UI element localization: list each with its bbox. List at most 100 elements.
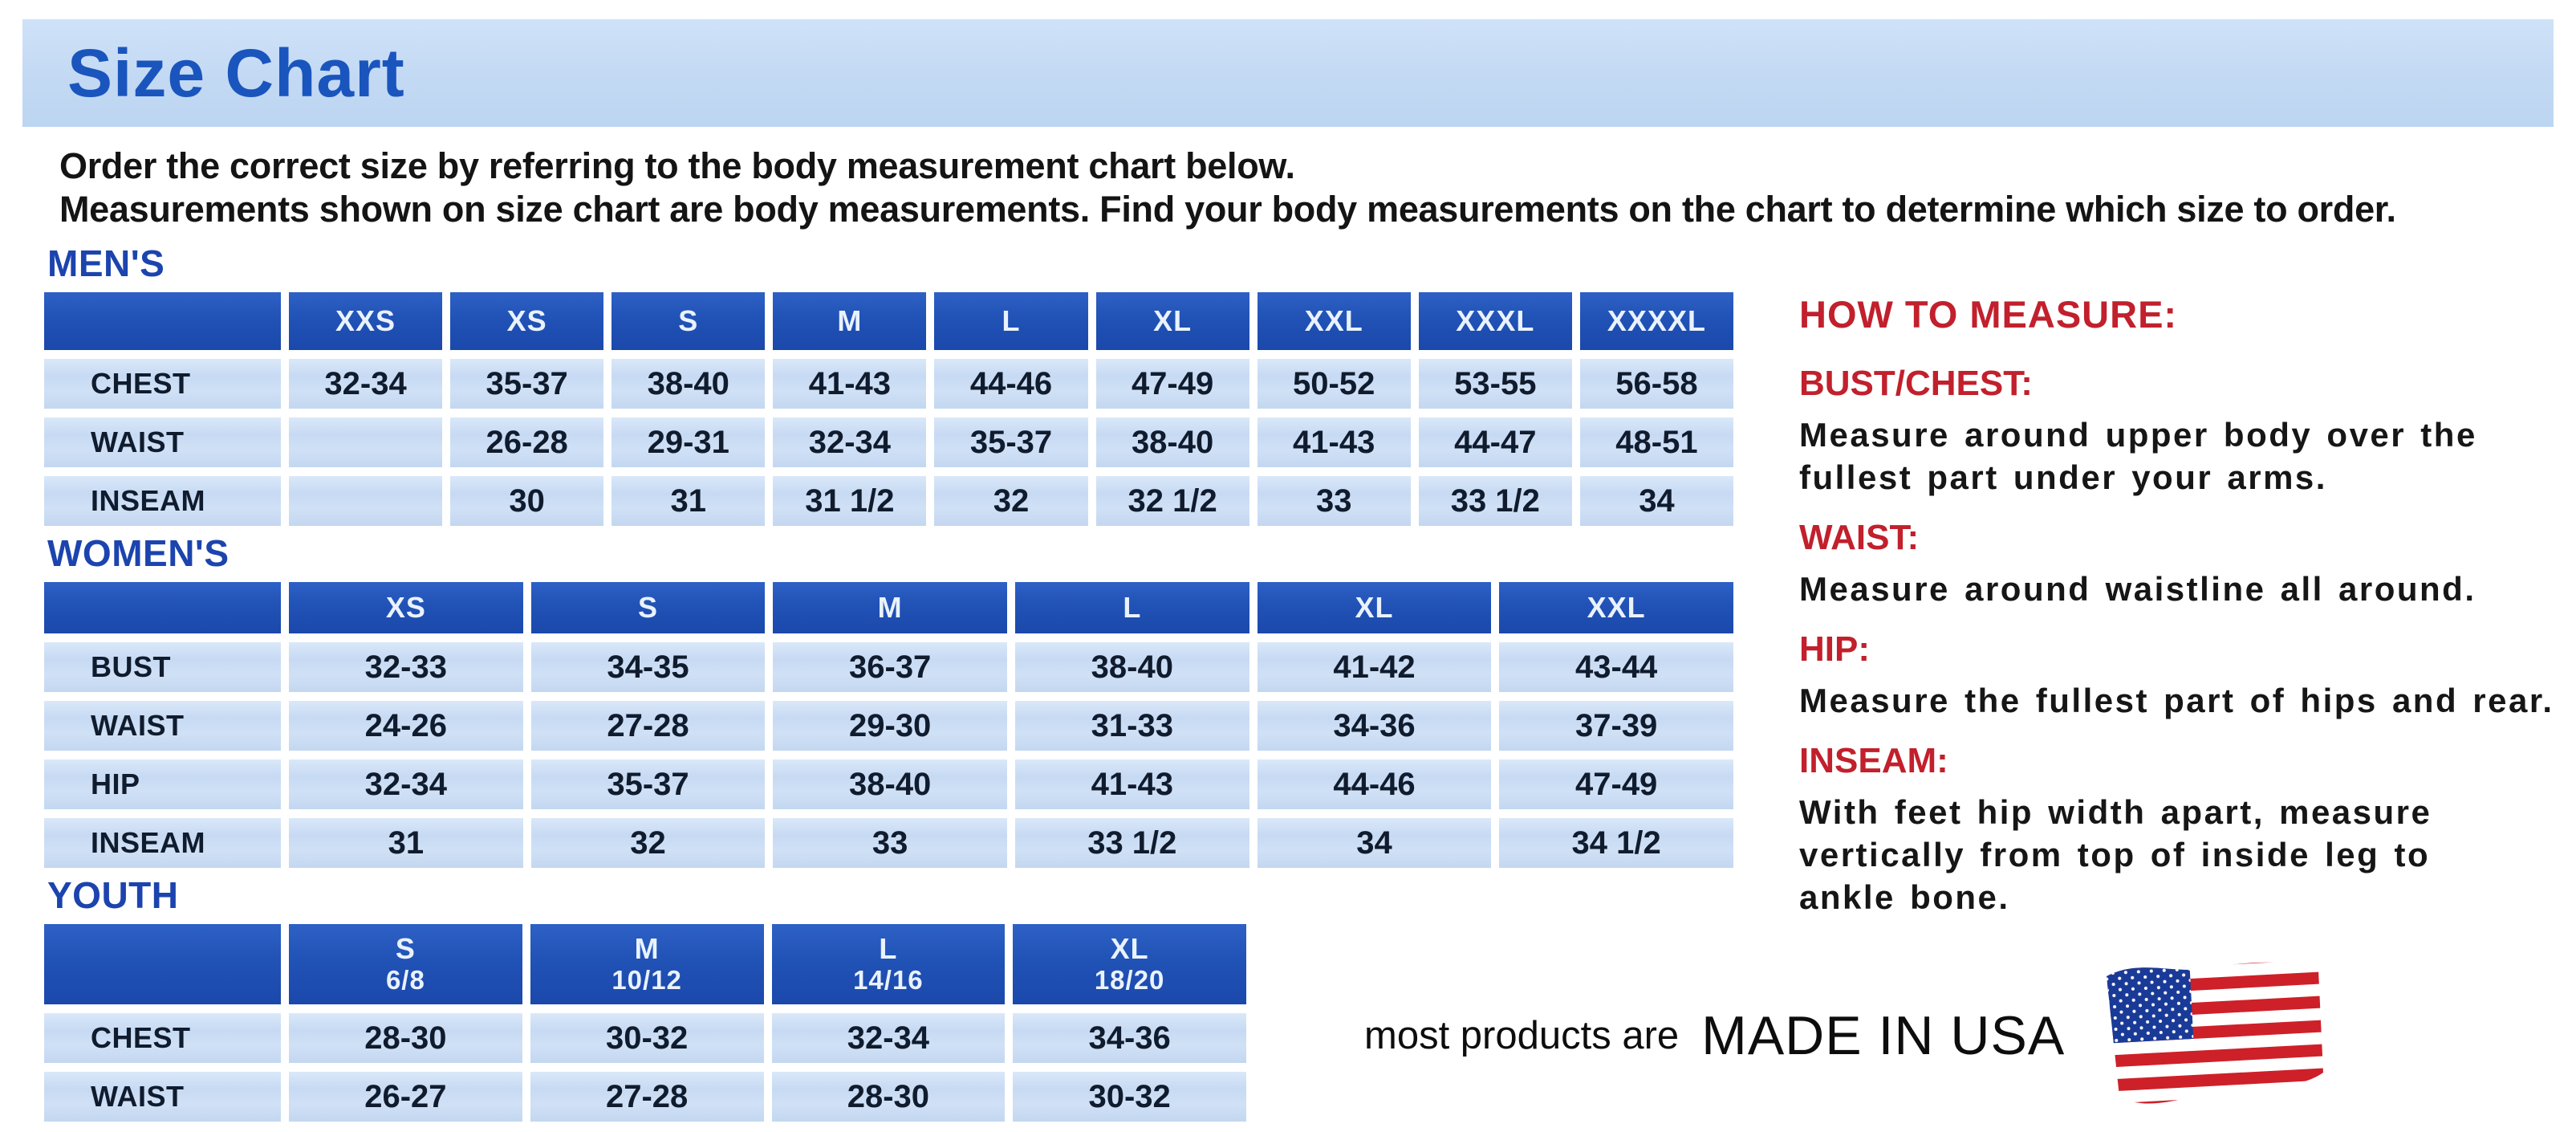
cell-CHEST-7: 53-55 bbox=[1418, 359, 1572, 409]
cell-BUST-0: 32-33 bbox=[289, 642, 523, 692]
cell-INSEAM-5: 32 1/2 bbox=[1095, 476, 1249, 526]
column-header-L: L bbox=[934, 292, 1088, 350]
cell-INSEAM-0 bbox=[289, 476, 443, 526]
column-header-XL: XL bbox=[1257, 582, 1492, 633]
column-header-XXXL: XXXL bbox=[1418, 292, 1572, 350]
column-header-size: M bbox=[634, 932, 660, 966]
column-header-blank bbox=[44, 924, 281, 1004]
size-tables-panel: MEN'S XXS XS S M L XL XXL XXXL XXXXL CHEST 32-34 35… bbox=[44, 242, 1733, 1122]
measure-item-label-inseam: INSEAM: bbox=[1799, 741, 1948, 780]
cell-CHEST-4: 44-46 bbox=[934, 359, 1088, 409]
measure-item-label-waist: WAIST: bbox=[1799, 518, 1920, 557]
row-label-WAIST: WAIST bbox=[44, 1072, 281, 1122]
column-header-XXS: XXS bbox=[289, 292, 443, 350]
cell-CHEST-5: 47-49 bbox=[1095, 359, 1249, 409]
cell-WAIST-3: 32-34 bbox=[773, 417, 927, 467]
column-header-blank bbox=[44, 582, 281, 633]
measure-item-text-inseam: With feet hip width apart, measure verti… bbox=[1799, 793, 2432, 916]
page-title: Size Chart bbox=[67, 35, 405, 111]
column-header-XXL: XXL bbox=[1499, 582, 1733, 633]
cell-INSEAM-0: 31 bbox=[289, 818, 523, 868]
column-header-range: 18/20 bbox=[1094, 964, 1165, 995]
page-title-banner: Size Chart bbox=[22, 19, 2554, 127]
column-header-XL: XL bbox=[1095, 292, 1249, 350]
cell-WAIST-3: 31-33 bbox=[1014, 701, 1249, 751]
youth-size-table: S 6/8 M 10/12 L 14/16 XL 18/20 CHEST 28-30 30-32 32… bbox=[44, 924, 1246, 1122]
made-in-usa-text: MADE IN USA bbox=[1701, 1005, 2066, 1066]
cell-WAIST-0: 24-26 bbox=[289, 701, 523, 751]
column-header-M: M bbox=[773, 292, 927, 350]
cell-BUST-2: 36-37 bbox=[773, 642, 1007, 692]
youth-section-heading: YOUTH bbox=[47, 874, 179, 916]
cell-INSEAM-3: 31 1/2 bbox=[773, 476, 927, 526]
cell-WAIST-7: 44-47 bbox=[1418, 417, 1572, 467]
cell-INSEAM-7: 33 1/2 bbox=[1418, 476, 1572, 526]
cell-WAIST-2: 29-30 bbox=[773, 701, 1007, 751]
womens-size-table: XS S M L XL XXL BUST 32-33 34-35 36-37 38-40 41-42 4… bbox=[44, 582, 1733, 868]
cell-BUST-5: 43-44 bbox=[1499, 642, 1733, 692]
row-label-WAIST: WAIST bbox=[44, 417, 281, 467]
cell-WAIST-0: 26-27 bbox=[289, 1072, 522, 1122]
row-label-WAIST: WAIST bbox=[44, 701, 281, 751]
column-header-L: L 14/16 bbox=[771, 924, 1006, 1004]
cell-BUST-4: 41-42 bbox=[1257, 642, 1492, 692]
cell-HIP-0: 32-34 bbox=[289, 759, 523, 809]
us-flag-icon bbox=[2087, 954, 2328, 1118]
column-header-XXXXL: XXXXL bbox=[1579, 292, 1733, 350]
cell-INSEAM-8: 34 bbox=[1579, 476, 1733, 526]
cell-WAIST-1: 26-28 bbox=[450, 417, 604, 467]
cell-WAIST-5: 38-40 bbox=[1095, 417, 1249, 467]
cell-WAIST-5: 37-39 bbox=[1499, 701, 1733, 751]
cell-CHEST-3: 34-36 bbox=[1013, 1013, 1246, 1063]
column-header-range: 10/12 bbox=[611, 964, 682, 995]
cell-WAIST-1: 27-28 bbox=[530, 701, 766, 751]
cell-WAIST-6: 41-43 bbox=[1257, 417, 1411, 467]
cell-WAIST-4: 35-37 bbox=[934, 417, 1088, 467]
mens-size-table: XXS XS S M L XL XXL XXXL XXXXL CHEST 32-34 35-37 38-… bbox=[44, 292, 1733, 526]
column-header-S: S bbox=[611, 292, 766, 350]
row-label-CHEST: CHEST bbox=[44, 359, 281, 409]
cell-HIP-3: 41-43 bbox=[1014, 759, 1249, 809]
cell-HIP-2: 38-40 bbox=[773, 759, 1007, 809]
cell-INSEAM-5: 34 1/2 bbox=[1499, 818, 1733, 868]
row-label-BUST: BUST bbox=[44, 642, 281, 692]
cell-BUST-3: 38-40 bbox=[1014, 642, 1249, 692]
column-header-M: M bbox=[773, 582, 1007, 633]
measure-item-text-hip: Measure the fullest part of hips and rea… bbox=[1799, 682, 2554, 719]
column-header-size: XL bbox=[1110, 932, 1149, 966]
row-label-INSEAM: INSEAM bbox=[44, 818, 281, 868]
row-label-CHEST: CHEST bbox=[44, 1013, 281, 1063]
cell-CHEST-0: 32-34 bbox=[289, 359, 443, 409]
mens-section-heading: MEN'S bbox=[47, 242, 165, 284]
column-header-size: L bbox=[879, 932, 898, 966]
measure-item-text-waist: Measure around waistline all around. bbox=[1799, 570, 2476, 608]
cell-WAIST-8: 48-51 bbox=[1579, 417, 1733, 467]
cell-WAIST-1: 27-28 bbox=[530, 1072, 764, 1122]
column-header-S: S 6/8 bbox=[289, 924, 522, 1004]
cell-INSEAM-3: 33 1/2 bbox=[1014, 818, 1249, 868]
made-in-usa-note: most products are MADE IN USA bbox=[1364, 951, 2328, 1120]
column-header-size: S bbox=[395, 932, 416, 966]
cell-INSEAM-1: 32 bbox=[530, 818, 766, 868]
row-label-INSEAM: INSEAM bbox=[44, 476, 281, 526]
column-header-XXL: XXL bbox=[1257, 292, 1411, 350]
column-header-blank bbox=[44, 292, 281, 350]
cell-CHEST-2: 32-34 bbox=[771, 1013, 1006, 1063]
cell-INSEAM-2: 31 bbox=[611, 476, 766, 526]
how-to-measure-panel: HOW TO MEASURE: BUST/CHEST: Measure arou… bbox=[1799, 295, 2562, 939]
intro-text: Order the correct size by referring to t… bbox=[59, 145, 2396, 230]
column-header-XS: XS bbox=[289, 582, 523, 633]
cell-CHEST-2: 38-40 bbox=[611, 359, 766, 409]
cell-CHEST-1: 35-37 bbox=[450, 359, 604, 409]
measure-item-text-bust-chest: Measure around upper body over the fulle… bbox=[1799, 416, 2477, 496]
cell-WAIST-4: 34-36 bbox=[1257, 701, 1492, 751]
cell-INSEAM-1: 30 bbox=[450, 476, 604, 526]
cell-CHEST-0: 28-30 bbox=[289, 1013, 522, 1063]
cell-INSEAM-2: 33 bbox=[773, 818, 1007, 868]
column-header-S: S bbox=[530, 582, 766, 633]
cell-WAIST-3: 30-32 bbox=[1013, 1072, 1246, 1122]
cell-CHEST-8: 56-58 bbox=[1579, 359, 1733, 409]
cell-WAIST-0 bbox=[289, 417, 443, 467]
cell-BUST-1: 34-35 bbox=[530, 642, 766, 692]
